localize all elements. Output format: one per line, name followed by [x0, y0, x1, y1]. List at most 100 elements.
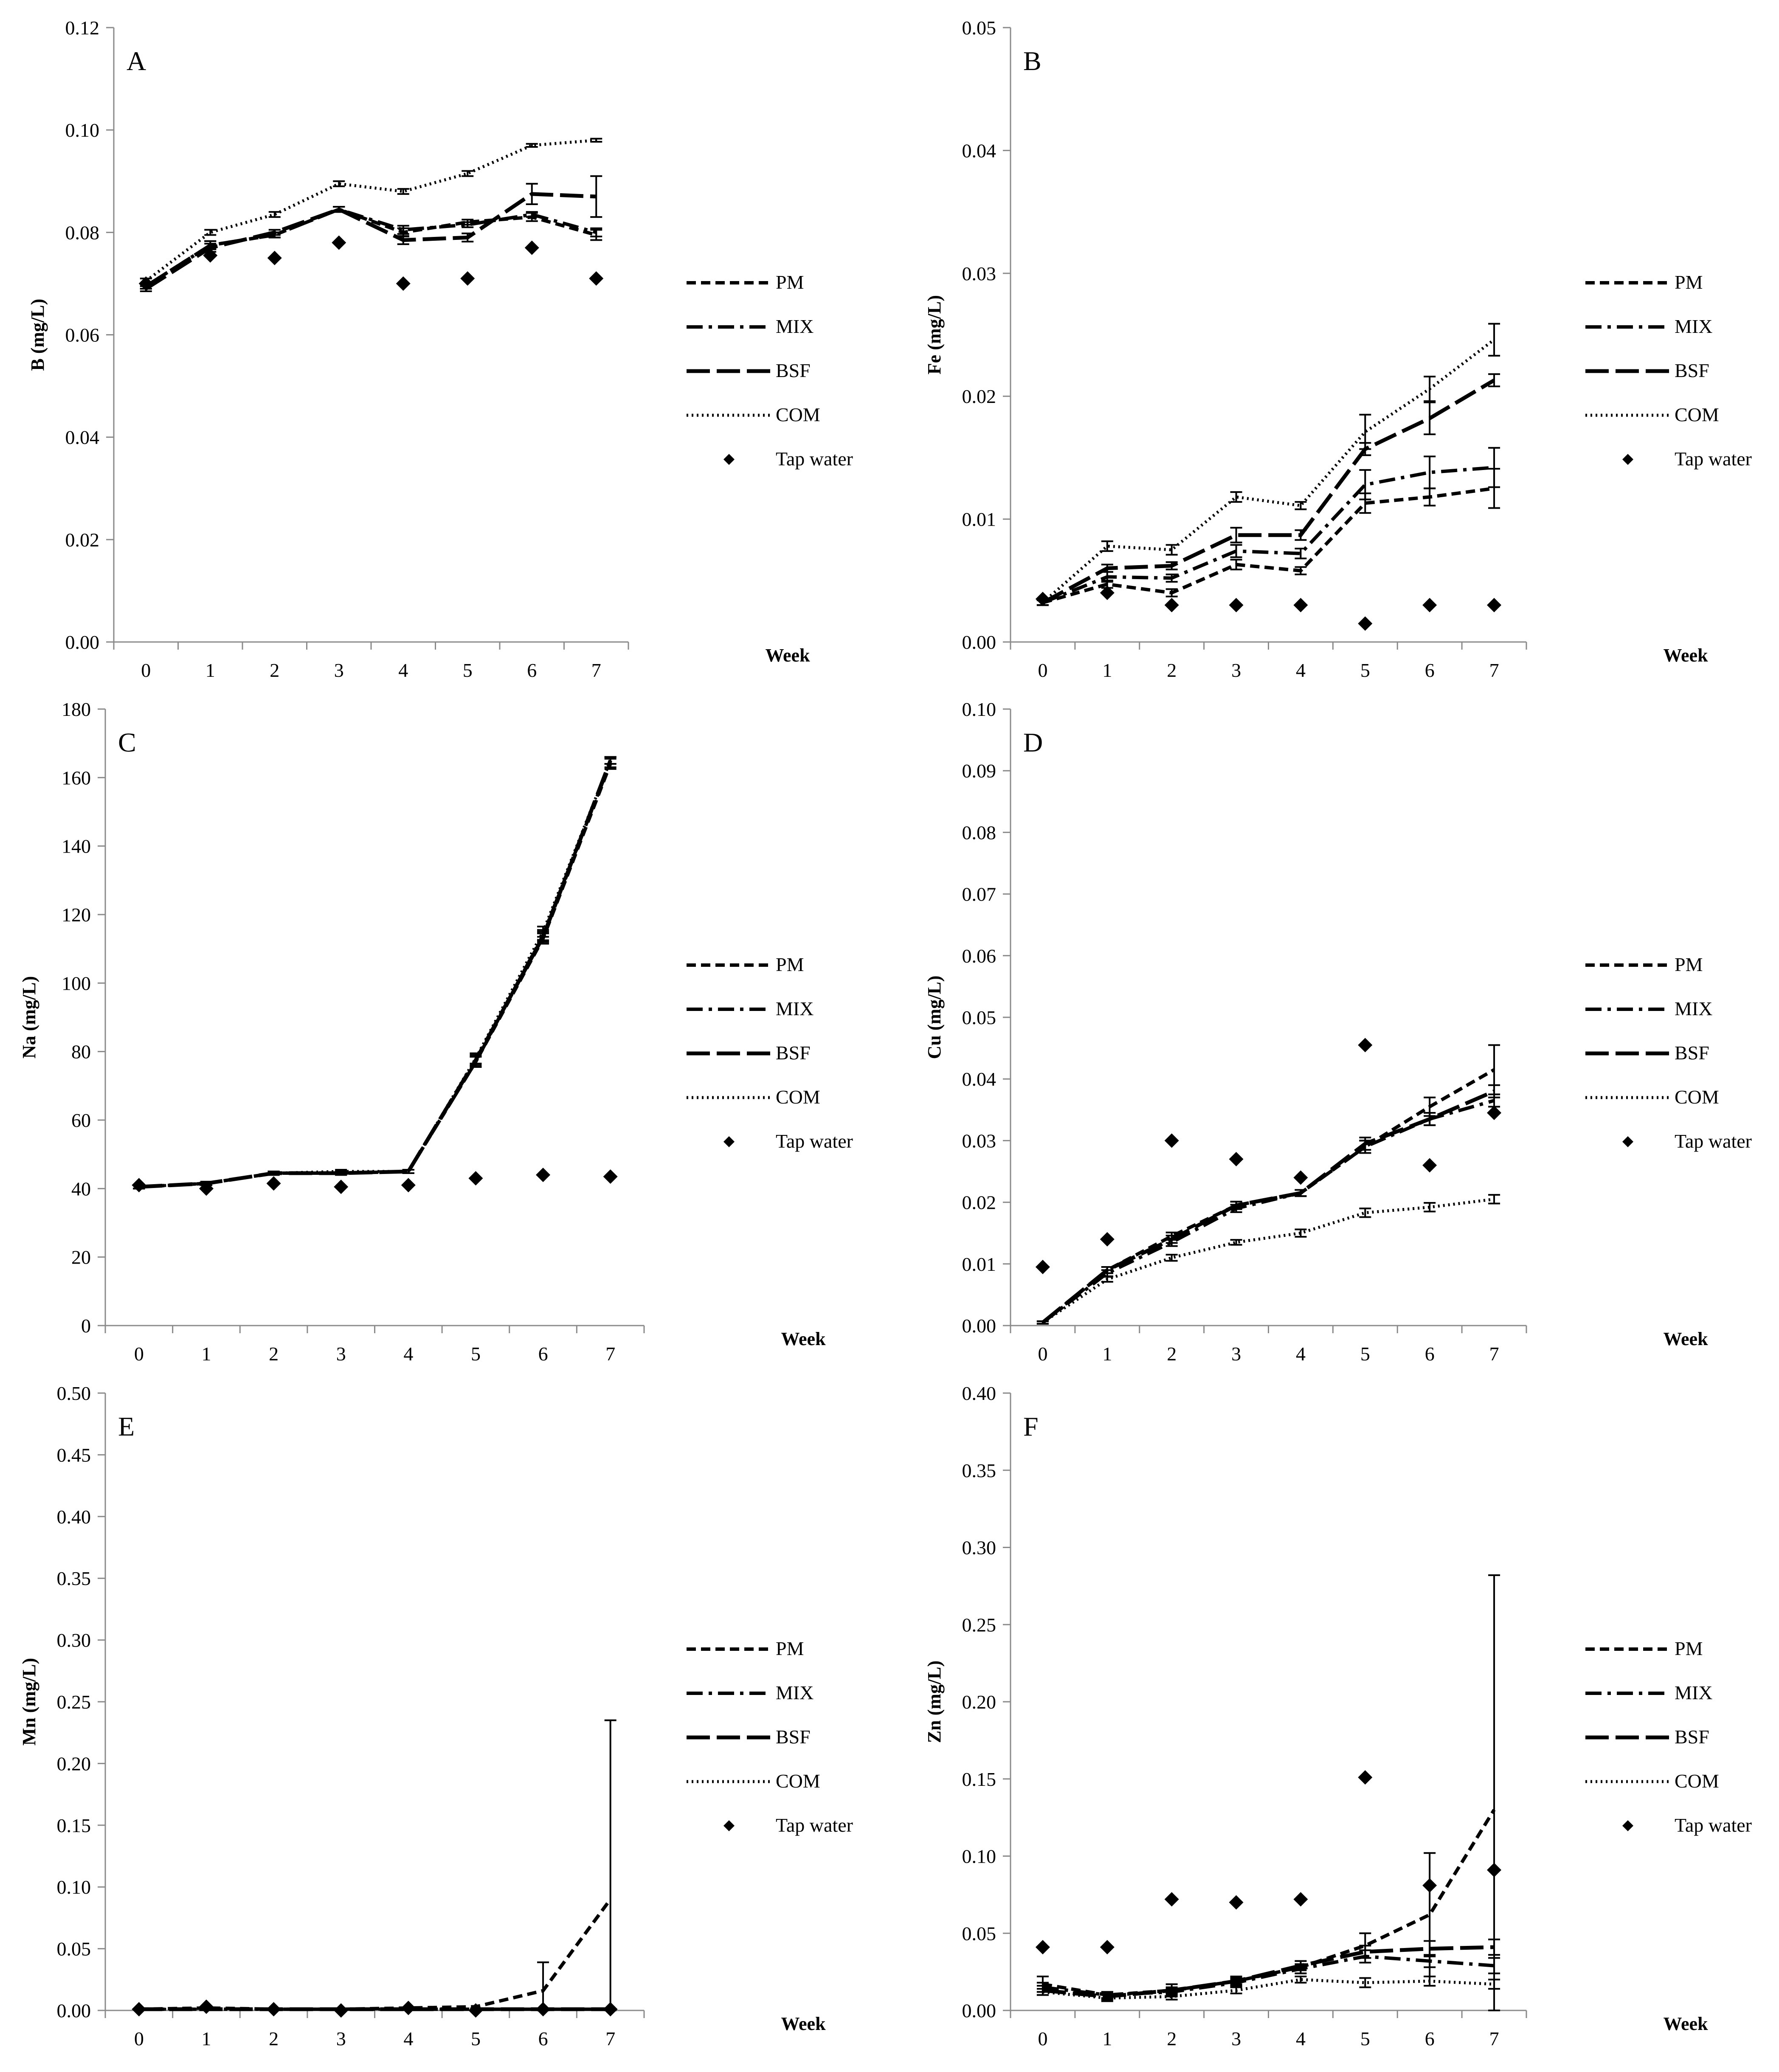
x-axis-title: Week	[765, 645, 810, 666]
y-tick-label: 0.03	[962, 263, 996, 284]
y-axis-title: Cu (mg/L)	[924, 976, 945, 1059]
error-bar	[397, 188, 409, 195]
x-tick-label: 1	[205, 659, 215, 681]
y-tick-label: 0.09	[962, 760, 996, 782]
error-bar	[1488, 323, 1500, 357]
data-point	[589, 271, 604, 286]
x-tick-label: 7	[591, 659, 601, 681]
error-bar	[1165, 1993, 1178, 2001]
x-tick-label: 3	[1231, 2028, 1241, 2049]
error-bar	[1295, 566, 1307, 575]
data-point	[1035, 1260, 1050, 1275]
x-tick-label: 1	[1102, 659, 1112, 681]
legend-entry: COM	[687, 1086, 820, 1108]
x-tick-label: 6	[527, 659, 537, 681]
legend-entry: PM	[687, 1638, 804, 1659]
legend-marker	[1622, 454, 1633, 465]
legend-label: Tap water	[776, 1130, 853, 1152]
series-tap-water	[132, 1168, 618, 1196]
error-bar	[1295, 501, 1307, 510]
y-tick-label: 0.15	[962, 1768, 996, 1790]
error-bar	[537, 926, 549, 938]
y-tick-label: 0.06	[65, 324, 100, 346]
error-bar	[1295, 1189, 1307, 1197]
error-bar	[1488, 1084, 1500, 1098]
legend-label: BSF	[776, 1042, 811, 1064]
y-tick-label: 0.06	[962, 945, 996, 967]
error-bar	[604, 756, 616, 765]
series-com	[133, 756, 616, 1190]
legend-entry: Tap water	[1622, 448, 1752, 470]
x-tick-label: 4	[1296, 659, 1306, 681]
data-point	[332, 235, 346, 250]
legend-label: PM	[776, 1638, 804, 1659]
data-point	[334, 2003, 349, 2018]
error-bar	[1359, 1945, 1371, 1959]
legend-label: Tap water	[1675, 448, 1752, 470]
legend-marker	[1622, 1136, 1633, 1147]
series-mix	[1036, 447, 1500, 606]
data-point	[1035, 591, 1050, 606]
data-point	[1358, 616, 1373, 631]
panel-label: B	[1023, 46, 1042, 76]
series-line	[145, 138, 597, 282]
legend-entry: COM	[687, 1770, 820, 1792]
error-bar	[204, 229, 217, 236]
series-line	[1042, 1945, 1495, 1999]
legend-entry: Tap water	[1622, 1814, 1752, 1836]
data-point	[1422, 1158, 1437, 1173]
x-tick-label: 4	[403, 1343, 413, 1365]
error-bar	[1101, 1266, 1113, 1274]
series-bsf	[1036, 373, 1500, 606]
legend-marker	[723, 1820, 735, 1831]
legend-label: Tap water	[776, 1814, 853, 1836]
y-tick-label: 0.05	[962, 1007, 996, 1028]
y-tick-label: 0.10	[962, 1846, 996, 1867]
x-tick-label: 6	[1425, 1343, 1435, 1365]
data-point	[132, 2002, 146, 2017]
legend-entry: BSF	[687, 360, 811, 381]
legend-entry: BSF	[687, 1042, 811, 1064]
data-point	[603, 1169, 618, 1184]
x-tick-label: 0	[1038, 2028, 1047, 2049]
legend-entry: MIX	[1585, 998, 1712, 1019]
error-bar	[1424, 1112, 1436, 1126]
error-bar	[590, 175, 602, 218]
legend-marker	[1622, 1820, 1633, 1831]
panel-label: D	[1023, 727, 1043, 757]
x-tick-label: 5	[1360, 659, 1370, 681]
legend-entry: MIX	[1585, 315, 1712, 337]
legend-entry: Tap water	[723, 448, 853, 470]
legend-marker	[723, 1136, 735, 1147]
series-mix	[1036, 1093, 1500, 1325]
error-bar	[268, 211, 281, 218]
series-com	[140, 138, 602, 284]
legend-label: Tap water	[776, 448, 853, 470]
series-line	[1042, 487, 1495, 605]
data-point	[1293, 598, 1308, 613]
series-pm	[133, 757, 616, 1190]
x-tick-label: 4	[1296, 2028, 1306, 2049]
x-tick-label: 7	[1489, 659, 1499, 681]
y-axis-title: Fe (mg/L)	[924, 295, 945, 374]
y-tick-label: 100	[62, 972, 91, 994]
y-tick-label: 0.15	[57, 1815, 91, 1836]
panel-label: F	[1023, 1411, 1039, 1441]
y-tick-label: 0.00	[65, 631, 100, 653]
x-tick-label: 1	[1102, 1343, 1112, 1365]
legend-label: MIX	[776, 998, 813, 1019]
x-tick-label: 0	[134, 1343, 144, 1365]
error-bar	[1165, 573, 1178, 583]
error-bar	[526, 143, 538, 148]
error-bar	[1230, 1986, 1242, 1995]
legend-marker	[723, 454, 735, 465]
legend-label: BSF	[776, 1726, 811, 1748]
y-tick-label: 0.01	[962, 1253, 996, 1275]
x-axis-title: Week	[781, 1329, 826, 1349]
legend-label: BSF	[1675, 360, 1709, 381]
x-tick-label: 5	[471, 1343, 481, 1365]
error-bar	[1230, 491, 1242, 503]
error-bar	[1488, 447, 1500, 488]
error-bar	[462, 232, 474, 243]
error-bar	[333, 206, 345, 213]
